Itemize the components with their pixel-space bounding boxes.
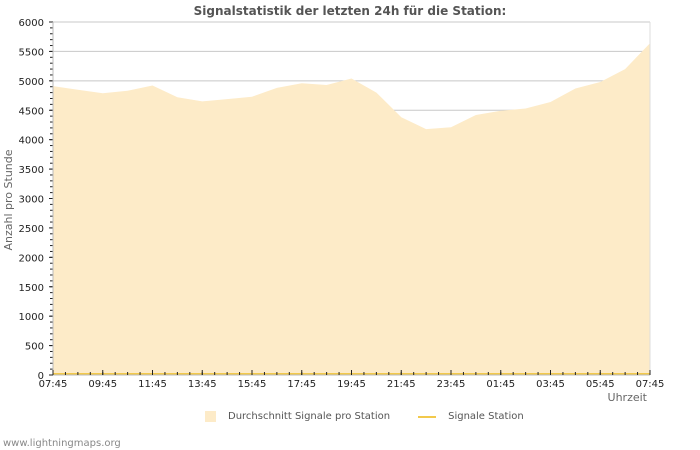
x-tick-label: 05:45 [586, 379, 615, 390]
x-axis-title: Uhrzeit [608, 391, 648, 404]
y-tick-label: 4000 [19, 136, 44, 147]
y-tick-label: 2500 [19, 224, 44, 235]
y-tick-label: 5500 [19, 47, 44, 58]
x-tick-label: 07:45 [39, 379, 68, 390]
legend-label-station: Signale Station [448, 411, 524, 422]
y-tick-label: 2000 [19, 253, 44, 264]
y-tick-label: 3500 [19, 165, 44, 176]
y-tick-label: 1500 [19, 283, 44, 294]
y-tick-label: 6000 [19, 18, 44, 29]
chart-title: Signalstatistik der letzten 24h für die … [193, 4, 507, 18]
y-tick-label: 0 [38, 371, 44, 382]
legend: Durchschnitt Signale pro Station Signale… [205, 411, 524, 422]
x-tick-label: 17:45 [287, 379, 316, 390]
x-tick-label: 07:45 [636, 379, 665, 390]
y-tick-label: 5000 [19, 77, 44, 88]
average-signals-area [53, 43, 650, 375]
x-tick-label: 23:45 [437, 379, 466, 390]
y-tick-label: 3000 [19, 195, 44, 206]
y-tick-label: 4500 [19, 106, 44, 117]
axes: 0 500 1000 1500 2000 2500 3000 3500 4000 4500 5000… [19, 18, 665, 390]
x-tick-label: 09:45 [88, 379, 117, 390]
watermark: www.lightningmaps.org [3, 438, 121, 449]
x-tick-label: 03:45 [536, 379, 565, 390]
x-tick-label: 21:45 [387, 379, 416, 390]
x-tick-label: 15:45 [238, 379, 267, 390]
x-tick-label: 19:45 [337, 379, 366, 390]
legend-area-swatch [205, 411, 216, 422]
y-axis-title: Anzahl pro Stunde [2, 149, 15, 250]
x-tick-label: 13:45 [188, 379, 217, 390]
y-tick-label: 1000 [19, 312, 44, 323]
y-tick-label: 500 [25, 342, 44, 353]
legend-label-average: Durchschnitt Signale pro Station [228, 411, 391, 422]
legend-line-swatch [418, 415, 437, 418]
x-tick-label: 01:45 [486, 379, 515, 390]
x-tick-label: 11:45 [138, 379, 167, 390]
